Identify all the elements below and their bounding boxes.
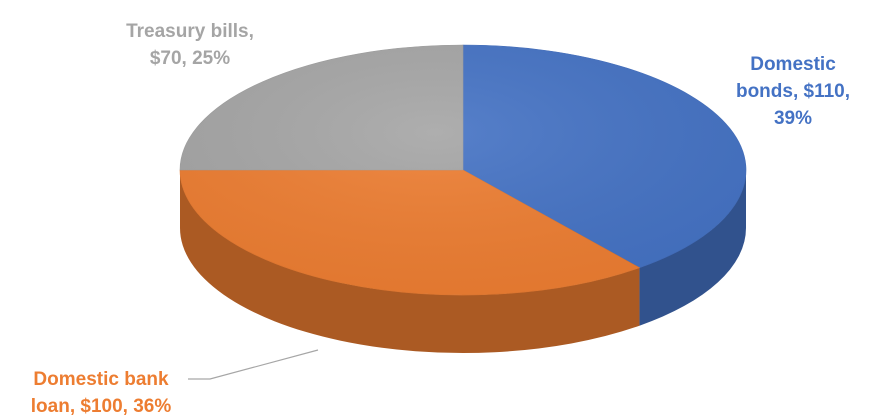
data-label-domestic-bonds: Domestic bonds, $110, 39%: [736, 54, 850, 129]
data-label-line: Treasury bills,: [126, 21, 254, 42]
leader-lines: [188, 349, 319, 380]
data-label-domestic-bank-loan: Domestic bank loan, $100, 36%: [31, 369, 172, 417]
data-label-line: 39%: [774, 108, 812, 129]
slice-side-domestic-bonds: [639, 170, 746, 326]
data-label-treasury-bills: Treasury bills, $70, 25%: [126, 21, 254, 69]
pie-3d-sides: [179, 170, 746, 353]
data-labels: Domestic bonds, $110, 39% Domestic bank loan…: [31, 21, 850, 417]
data-label-line: bonds, $110,: [736, 81, 850, 102]
slice-side-domestic-bank-loan: [179, 170, 640, 353]
data-label-line: $70, 25%: [150, 48, 230, 69]
pie-sheen: [180, 45, 746, 295]
pie-slices: [179, 44, 747, 296]
data-label-line: loan, $100, 36%: [31, 396, 172, 417]
data-label-line: Domestic bank: [33, 369, 169, 390]
leader-line-domestic-bank-loan: [188, 349, 319, 380]
data-label-line: Domestic: [750, 54, 836, 75]
